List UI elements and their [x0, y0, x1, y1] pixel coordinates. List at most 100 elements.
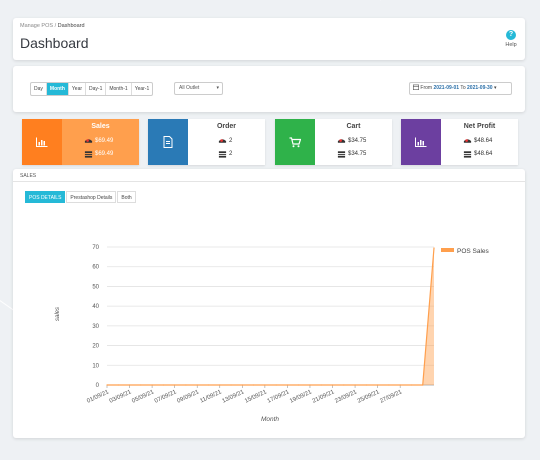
data-point[interactable] [399, 384, 401, 386]
help-button[interactable]: ? Help [503, 30, 519, 48]
section-title: SALES [20, 173, 37, 179]
data-point[interactable] [309, 384, 311, 386]
data-point[interactable] [422, 384, 424, 386]
data-point[interactable] [162, 384, 164, 386]
pos-icon [463, 139, 472, 143]
x-tick-label: 09/09/21 [176, 389, 200, 405]
data-point[interactable] [433, 247, 435, 249]
kpi-value: $69.49 [95, 138, 114, 144]
period-year-button[interactable]: Year [69, 83, 87, 95]
kpi-title: Order [216, 123, 237, 130]
data-point[interactable] [286, 384, 289, 386]
tab-pos-details[interactable]: POS DETAILS [25, 191, 66, 203]
series-line[interactable] [107, 247, 435, 386]
kpi-value: $48.64 [474, 138, 493, 144]
data-point[interactable] [185, 384, 187, 386]
store-icon [463, 151, 472, 158]
data-point[interactable] [140, 384, 142, 386]
data-point[interactable] [252, 384, 255, 386]
data-point[interactable] [241, 384, 243, 386]
kpi-value-pos: $34.75 [337, 137, 366, 145]
y-tick-label: 10 [92, 363, 99, 369]
data-point[interactable] [410, 384, 413, 386]
data-point[interactable] [106, 384, 108, 386]
outlet-select-value: All Outlet [179, 85, 200, 91]
data-point[interactable] [207, 384, 210, 386]
kpi-value-pos: $48.64 [463, 137, 492, 145]
breadcrumb: Manage POS / Dashboard [20, 23, 85, 29]
data-point[interactable] [151, 384, 153, 386]
data-point[interactable] [275, 384, 277, 386]
x-tick-label: 07/09/21 [154, 389, 178, 405]
kpi-value: $48.64 [474, 151, 493, 157]
data-point[interactable] [219, 384, 221, 386]
date-range-connector: To [460, 85, 466, 91]
data-point[interactable] [377, 384, 379, 386]
y-tick-label: 70 [92, 245, 99, 251]
y-tick-label: 30 [92, 324, 99, 330]
x-tick-label: 23/09/21 [334, 389, 358, 405]
legend-swatch [441, 248, 454, 252]
data-point[interactable] [196, 384, 198, 386]
x-tick-label: 13/09/21 [221, 389, 245, 405]
data-point[interactable] [298, 384, 300, 386]
sales-chart: 0 10 20 30 40 50 60 70 01/09/2103/09/2105/09/21… [55, 245, 490, 423]
legend-label: POS Sales [457, 248, 490, 255]
x-tick-label: 17/09/21 [267, 389, 291, 405]
chevron-down-icon: ▾ [216, 85, 219, 91]
x-tick-label: 03/09/21 [109, 389, 133, 405]
y-tick-label: 50 [92, 284, 99, 290]
period-day-minus-1-button[interactable]: Day-1 [86, 83, 107, 95]
x-tick-label: 05/09/21 [131, 389, 155, 405]
help-label: Help [505, 42, 517, 48]
tab-both[interactable]: Both [117, 191, 136, 203]
chart-legend[interactable]: POS Sales [441, 248, 490, 255]
page-title: Dashboard [20, 35, 89, 51]
data-point[interactable] [388, 384, 390, 386]
kpi-value: 2 [229, 151, 233, 157]
period-month-button[interactable]: Month [46, 83, 69, 95]
y-tick-label: 20 [92, 344, 99, 350]
data-point[interactable] [331, 384, 334, 386]
bar-chart-icon [22, 119, 62, 165]
x-tick-label: 21/09/21 [312, 389, 336, 405]
date-range-picker[interactable]: From 2021-09-01 To 2021-09-30 ▾ [409, 82, 512, 95]
sales-panel: SALES POS DETAILS Prestashop Details Bot… [13, 169, 525, 438]
date-range-from: 2021-09-01 [433, 85, 460, 91]
period-selector: Day Month Year Day-1 Month-1 Year-1 [30, 82, 154, 96]
data-point[interactable] [343, 384, 345, 386]
data-point[interactable] [354, 384, 356, 386]
breadcrumb-current: Dashboard [57, 23, 85, 29]
period-year-minus-1-button[interactable]: Year-1 [134, 86, 150, 92]
x-axis-label: Month [261, 416, 279, 423]
pos-icon [84, 139, 93, 143]
tab-prestashop-details[interactable]: Prestashop Details [66, 191, 117, 203]
date-range-prefix: From [420, 85, 433, 91]
kpi-card-net-profit: Net Profit $48.64 $48.64 [401, 119, 518, 165]
data-point[interactable] [365, 384, 367, 386]
breadcrumb-parent[interactable]: Manage POS [20, 23, 54, 29]
outlet-select[interactable]: All Outlet ▾ [174, 82, 223, 95]
y-axis-label: sales [55, 307, 61, 321]
data-point[interactable] [117, 384, 119, 386]
kpi-card-order: Order 2 2 [148, 119, 265, 165]
data-point[interactable] [320, 384, 322, 386]
kpi-title: Cart [346, 123, 361, 130]
data-point[interactable] [264, 384, 266, 386]
kpi-title: Net Profit [463, 123, 496, 130]
data-point[interactable] [174, 384, 176, 386]
kpi-value-pos: $69.49 [84, 137, 113, 145]
data-point[interactable] [230, 384, 232, 386]
x-tick-label: 11/09/21 [199, 389, 223, 404]
x-tick-label: 19/09/21 [289, 389, 313, 405]
kpi-value-store: $69.49 [84, 150, 113, 158]
calendar-icon [413, 84, 419, 90]
x-tick-label: 15/09/21 [244, 389, 268, 405]
kpi-card-sales: Sales $69.49 $69.49 [22, 119, 139, 165]
data-point[interactable] [128, 384, 131, 386]
breadcrumb-separator: / [54, 23, 57, 29]
document-icon [148, 119, 188, 165]
kpi-card-cart: Cart $34.75 $34.75 [275, 119, 392, 165]
period-day-button[interactable]: Day [31, 83, 47, 95]
period-month-minus-1-button[interactable]: Month-1 [106, 83, 132, 95]
